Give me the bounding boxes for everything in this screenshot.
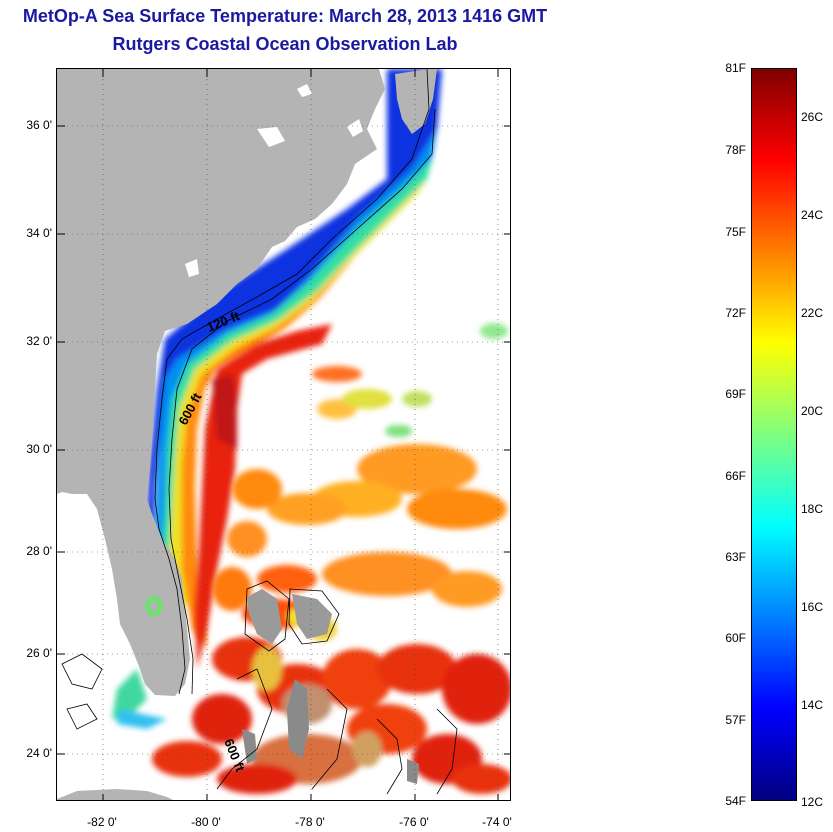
colorbar-label-22c: 22C [801, 306, 824, 320]
lat-label-30: 30 0' [26, 442, 52, 456]
colorbar-label-78f: 78F [725, 143, 746, 157]
lat-label-32: 32 0' [26, 334, 52, 348]
graticule [57, 69, 510, 800]
map-title: MetOp-A Sea Surface Temperature: March 2… [22, 6, 548, 26]
colorbar-label-66f: 66F [725, 469, 746, 483]
lat-label-28: 28 0' [26, 544, 52, 558]
colorbar-label-12c: 12C [801, 795, 824, 809]
map-subtitle: Rutgers Coastal Ocean Observation Lab [112, 34, 458, 54]
colorbar-label-81f: 81F [725, 61, 746, 75]
lon-label-82: -82 0' [87, 815, 117, 829]
colorbar-label-20c: 20C [801, 404, 824, 418]
colorbar-label-54f: 54F [725, 794, 746, 808]
sst-map: 120 ft 600 ft 600 ft [56, 68, 511, 801]
lat-label-24: 24 0' [26, 746, 52, 760]
colorbar-label-72f: 72F [725, 306, 746, 320]
bathymetry-contours [61, 69, 458, 795]
colorbar-label-75f: 75F [725, 225, 746, 239]
colorbar-label-57f: 57F [725, 713, 746, 727]
lon-label-78: -78 0' [295, 815, 325, 829]
sst-map-canvas: 120 ft 600 ft 600 ft [57, 69, 510, 800]
colorbar-label-24c: 24C [801, 208, 824, 222]
lat-label-36: 36 0' [26, 118, 52, 132]
colorbar-label-69f: 69F [725, 387, 746, 401]
colorbar-label-14c: 14C [801, 698, 824, 712]
gulf-stream-core [195, 324, 332, 669]
colorbar-label-26c: 26C [801, 110, 824, 124]
lon-label-76: -76 0' [399, 815, 429, 829]
lat-label-34: 34 0' [26, 226, 52, 240]
land-mass [57, 69, 437, 800]
frame-ticks [57, 69, 510, 800]
temperature-colorbar [751, 68, 797, 801]
lat-label-26: 26 0' [26, 646, 52, 660]
colorbar-label-60f: 60F [725, 631, 746, 645]
lon-label-80: -80 0' [191, 815, 221, 829]
colorbar-label-16c: 16C [801, 600, 824, 614]
colorbar-label-18c: 18C [801, 502, 824, 516]
offshore-sst-patches [152, 323, 510, 794]
colorbar-label-63f: 63F [725, 550, 746, 564]
lon-label-74: -74 0' [482, 815, 512, 829]
